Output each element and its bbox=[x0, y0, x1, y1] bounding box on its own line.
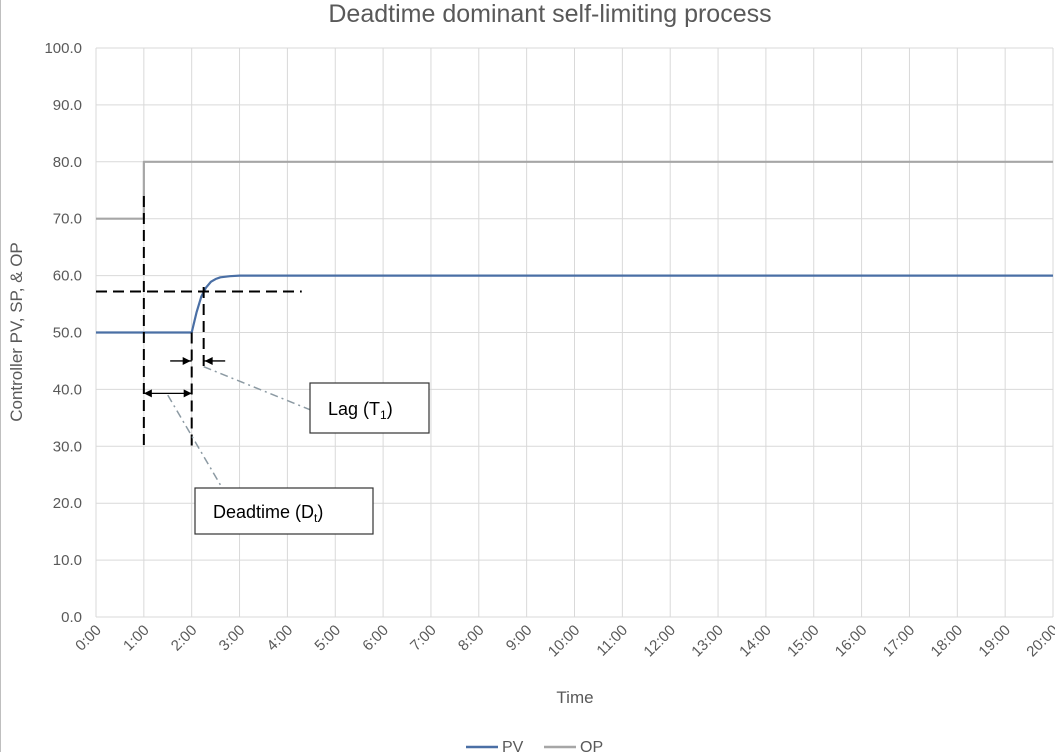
series-line-op bbox=[96, 160, 1053, 220]
y-tick-label: 100.0 bbox=[44, 40, 82, 57]
chart-annotations: Lag (T1) Deadtime (Dt) bbox=[96, 195, 430, 535]
lag-arrowhead-left bbox=[182, 356, 191, 365]
legend-label-pv: PV bbox=[502, 739, 524, 752]
y-tick-label: 80.0 bbox=[53, 154, 82, 171]
x-tick-label: 5:00 bbox=[311, 622, 344, 655]
x-tick-label: 14:00 bbox=[736, 622, 775, 661]
x-tick-label: 3:00 bbox=[216, 622, 249, 655]
chart-title: Deadtime dominant self-limiting process bbox=[328, 0, 771, 28]
series-line-pv bbox=[96, 274, 1053, 334]
x-tick-label: 10:00 bbox=[545, 622, 584, 661]
x-tick-label: 15:00 bbox=[784, 622, 823, 661]
x-tick-label: 6:00 bbox=[359, 622, 392, 655]
chart-series bbox=[96, 160, 1053, 334]
lag-leader bbox=[203, 365, 317, 413]
y-axis-label: Controller PV, SP, & OP bbox=[7, 242, 26, 422]
deadtime-leader bbox=[167, 394, 224, 490]
y-tick-label: 30.0 bbox=[53, 438, 82, 455]
y-tick-labels: 0.0 10.0 20.0 30.0 40.0 50.0 60.0 70.0 80.0 90.0 1… bbox=[44, 40, 82, 626]
x-axis-label: Time bbox=[556, 688, 593, 707]
x-tick-label: 4:00 bbox=[264, 622, 297, 655]
y-tick-label: 60.0 bbox=[53, 268, 82, 285]
deadtime-callout-text: Deadtime (Dt) bbox=[213, 502, 323, 525]
x-tick-labels: 0:00 1:00 2:00 3:00 4:00 5:00 6:00 7:00 8:00 9:00… bbox=[72, 622, 1055, 661]
lag-arrowhead-right bbox=[204, 356, 213, 365]
y-tick-label: 0.0 bbox=[61, 609, 82, 626]
x-tick-label: 18:00 bbox=[928, 622, 967, 661]
lag-callout-text: Lag (T1) bbox=[328, 399, 393, 422]
x-tick-label: 16:00 bbox=[832, 622, 871, 661]
x-tick-label: 13:00 bbox=[688, 622, 727, 661]
deadtime-arrowhead-left bbox=[143, 389, 152, 398]
x-tick-label: 2:00 bbox=[168, 622, 201, 655]
x-tick-label: 11:00 bbox=[593, 622, 631, 660]
x-tick-label: 17:00 bbox=[880, 622, 919, 661]
chart-legend: PV OP bbox=[466, 739, 603, 752]
deadtime-callout-box bbox=[194, 487, 374, 535]
x-tick-label: 19:00 bbox=[975, 622, 1014, 661]
x-tick-label: 8:00 bbox=[455, 622, 488, 655]
x-tick-label: 20:00 bbox=[1023, 622, 1055, 661]
y-tick-label: 40.0 bbox=[53, 381, 82, 398]
y-tick-label: 50.0 bbox=[53, 325, 82, 342]
y-tick-label: 90.0 bbox=[53, 97, 82, 114]
x-tick-label: 12:00 bbox=[640, 622, 679, 661]
y-tick-label: 20.0 bbox=[53, 495, 82, 512]
deadtime-arrowhead-right bbox=[183, 389, 192, 398]
x-tick-label: 7:00 bbox=[407, 622, 440, 655]
x-tick-label: 1:00 bbox=[120, 622, 153, 655]
x-tick-label: 0:00 bbox=[72, 622, 105, 655]
y-tick-label: 10.0 bbox=[53, 552, 82, 569]
x-tick-label: 9:00 bbox=[503, 622, 536, 655]
lag-callout-box bbox=[309, 382, 430, 434]
y-tick-label: 70.0 bbox=[53, 211, 82, 228]
legend-label-op: OP bbox=[580, 739, 603, 752]
